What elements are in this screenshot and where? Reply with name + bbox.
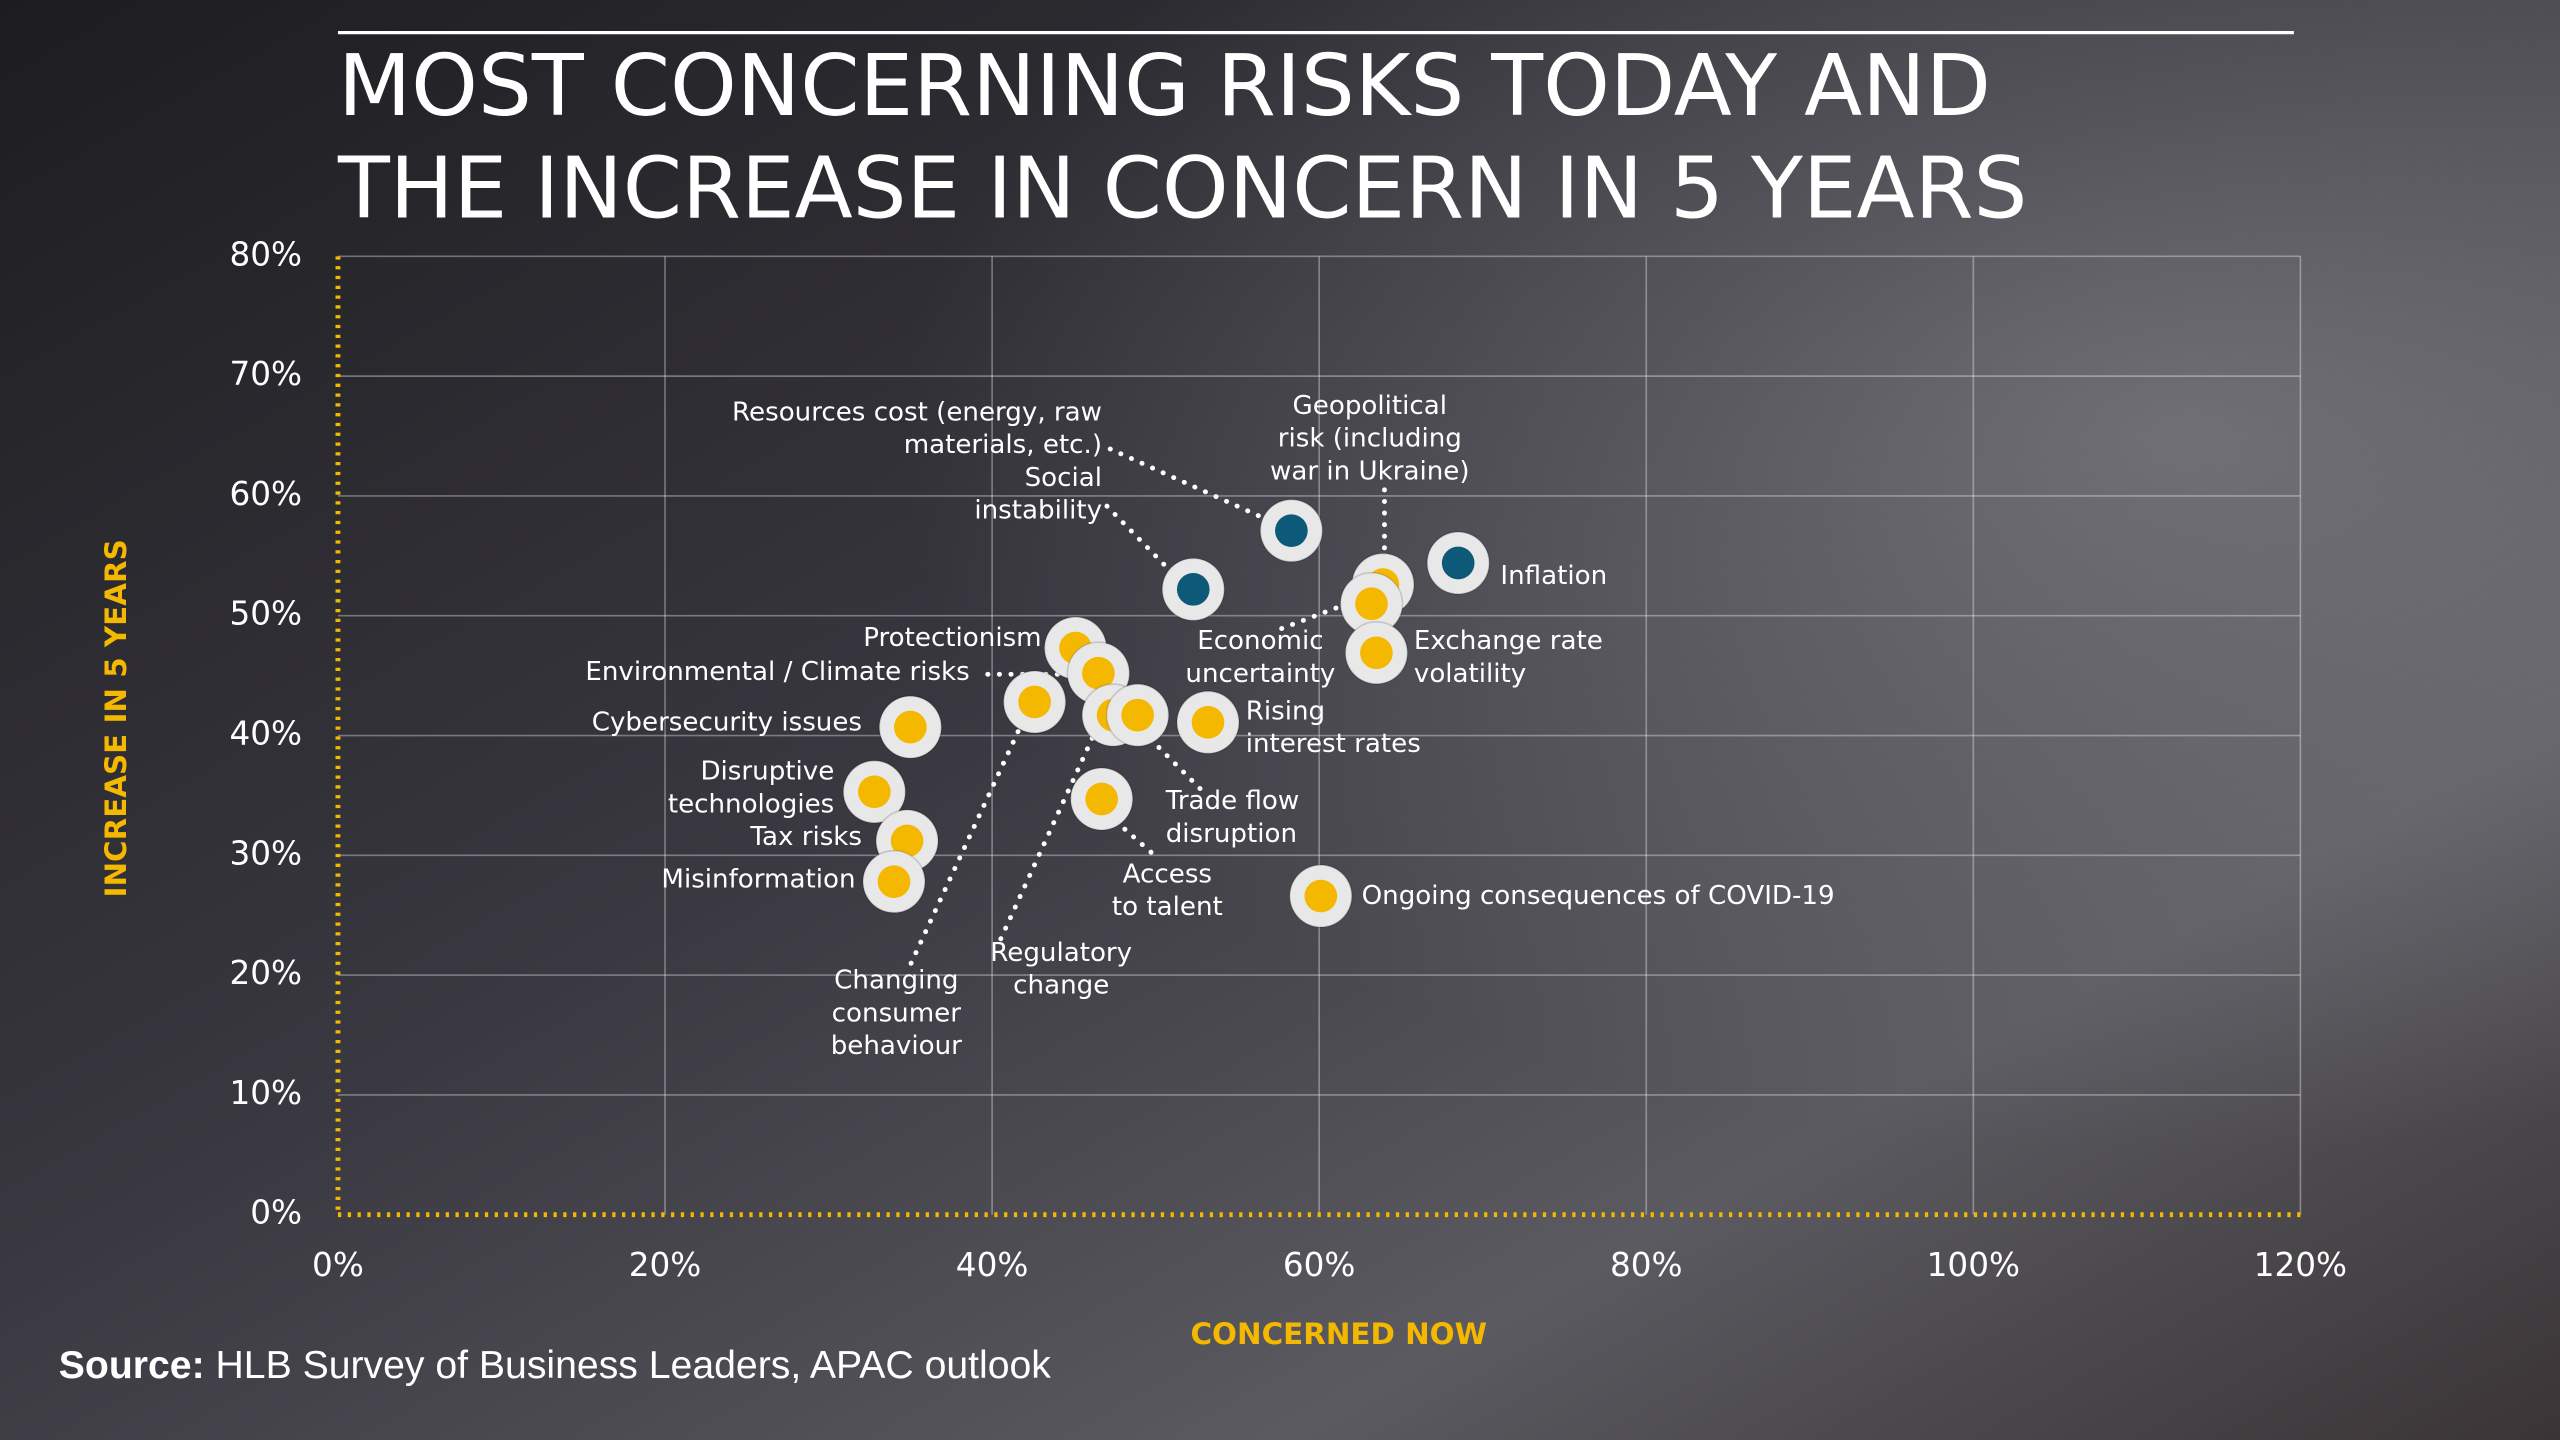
y-tick-label: 30% <box>229 834 302 872</box>
x-tick-label: 80% <box>1610 1246 1683 1284</box>
point-label: risk (including <box>1278 424 1462 454</box>
y-tick-label: 10% <box>229 1074 302 1112</box>
y-tick-label: 70% <box>229 355 302 393</box>
x-tick-label: 40% <box>956 1246 1029 1284</box>
y-tick-label: 50% <box>229 595 302 633</box>
point-label: Protectionism <box>863 623 1041 653</box>
leader-line <box>1107 446 1276 525</box>
point <box>1304 879 1338 913</box>
point-label: Disruptive <box>700 757 834 787</box>
point <box>1441 546 1475 580</box>
point-label: Exchange rate <box>1414 626 1603 656</box>
point-label: change <box>1013 971 1109 1001</box>
y-tick-label: 80% <box>229 235 302 273</box>
y-tick-label: 60% <box>229 475 302 513</box>
point <box>1082 656 1115 690</box>
x-tick-label: 60% <box>1283 1246 1356 1284</box>
chart-title: THE INCREASE IN CONCERN IN 5 YEARS <box>337 140 2027 239</box>
x-axis-title: CONCERNED NOW <box>1190 1317 1487 1351</box>
point-label: consumer <box>832 998 962 1028</box>
point-label: behaviour <box>831 1031 962 1061</box>
point-label: Inflation <box>1500 561 1607 591</box>
point <box>858 775 891 809</box>
point <box>890 824 924 858</box>
y-axis-title: INCREASE IN 5 YEARS <box>99 539 133 897</box>
point-label: Economic <box>1197 626 1323 656</box>
x-tick-label: 100% <box>1927 1246 2020 1284</box>
source-prefix: Source: <box>59 1345 205 1388</box>
point-label: uncertainty <box>1185 659 1335 689</box>
leader-line <box>1279 598 1358 632</box>
point <box>1360 636 1393 670</box>
point <box>877 865 911 898</box>
point-label: to talent <box>1112 892 1223 922</box>
point-label: materials, etc.) <box>904 430 1102 460</box>
point-label: Ongoing consequences of COVID-19 <box>1362 881 1835 911</box>
point <box>1176 573 1210 606</box>
point <box>894 710 927 744</box>
point <box>1121 698 1154 732</box>
leader-line <box>998 732 1097 942</box>
point-label: Changing <box>834 966 958 996</box>
point-label: Geopolitical <box>1293 391 1447 421</box>
point-label: Social <box>1025 463 1102 493</box>
y-tick-label: 20% <box>229 954 302 992</box>
point-label: disruption <box>1166 819 1297 849</box>
x-tick-label: 20% <box>629 1246 702 1284</box>
point-label: Environmental / Climate risks <box>585 657 969 687</box>
y-tick-label: 0% <box>250 1194 302 1232</box>
point-label: volatility <box>1414 659 1526 689</box>
point-label: Resources cost (energy, raw <box>732 398 1102 428</box>
point-label: interest rates <box>1246 729 1421 759</box>
point <box>1085 782 1119 816</box>
point-label: Regulatory <box>990 938 1132 968</box>
y-tick-label: 40% <box>229 715 302 753</box>
x-tick-label: 0% <box>312 1246 364 1284</box>
point-label: war in Ukraine) <box>1270 456 1470 486</box>
chart-title: MOST CONCERNING RISKS TODAY AND <box>338 37 1991 136</box>
point-label: Access <box>1123 860 1212 890</box>
point <box>1018 685 1051 719</box>
point-label: instability <box>974 496 1102 526</box>
point-label: Misinformation <box>661 864 855 894</box>
point <box>1355 587 1388 621</box>
point <box>1191 706 1225 739</box>
point-label: Tax risks <box>749 822 862 852</box>
point <box>1275 514 1308 547</box>
point-label: technologies <box>668 789 834 819</box>
source-text: HLB Survey of Business Leaders, APAC out… <box>216 1345 1052 1388</box>
x-tick-label: 120% <box>2254 1246 2347 1284</box>
point-label: Trade flow <box>1165 786 1300 816</box>
source: Source: HLB Survey of Business Leaders, … <box>59 1345 1052 1388</box>
point-label: Rising <box>1246 696 1325 726</box>
point-label: Cybersecurity issues <box>592 708 862 738</box>
